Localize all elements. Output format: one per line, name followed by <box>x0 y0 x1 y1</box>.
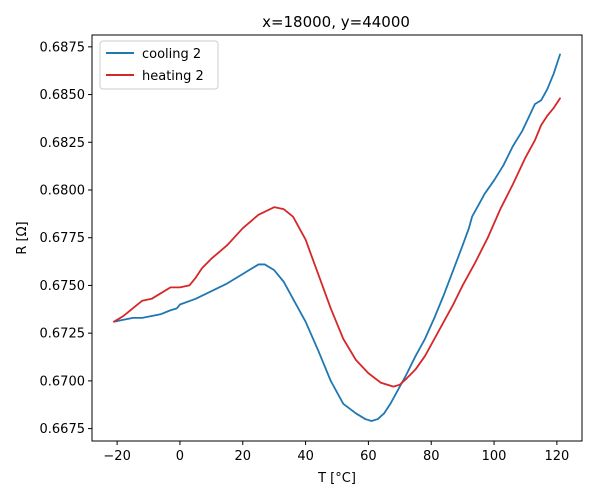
x-axis: −20 0 20 40 60 80 100 120 <box>103 441 569 464</box>
y-tick-label: 0.6775 <box>40 231 86 246</box>
y-axis-label: R [Ω] <box>15 221 30 254</box>
x-tick-label: 60 <box>360 449 377 464</box>
y-tick-label: 0.6700 <box>40 374 86 389</box>
y-axis: 0.6675 0.6700 0.6725 0.6750 0.6775 0.6800 0.68… <box>40 40 92 437</box>
x-tick-label: −20 <box>103 449 130 464</box>
series-line-cooling-2 <box>113 53 561 422</box>
legend-label: cooling 2 <box>142 47 201 62</box>
chart-title: x=18000, y=44000 <box>262 13 410 31</box>
y-tick-label: 0.6825 <box>40 136 86 151</box>
x-tick-label: 80 <box>423 449 440 464</box>
x-tick-label: 120 <box>544 449 569 464</box>
y-tick-label: 0.6675 <box>40 422 86 437</box>
series-line-heating-2 <box>113 97 561 388</box>
x-tick-label: 0 <box>176 449 184 464</box>
x-tick-label: 100 <box>482 449 507 464</box>
y-tick-label: 0.6850 <box>40 88 86 103</box>
y-tick-label: 0.6800 <box>40 183 86 198</box>
plot-frame <box>91 34 583 442</box>
x-tick-label: 20 <box>234 449 251 464</box>
x-axis-label: T [°C] <box>317 471 356 486</box>
series-layer <box>113 53 561 422</box>
y-tick-label: 0.6750 <box>40 279 86 294</box>
legend-label: heating 2 <box>142 69 204 84</box>
legend: cooling 2 heating 2 <box>99 40 219 90</box>
y-tick-label: 0.6725 <box>40 327 86 342</box>
x-tick-label: 40 <box>297 449 314 464</box>
y-tick-label: 0.6875 <box>40 40 86 55</box>
